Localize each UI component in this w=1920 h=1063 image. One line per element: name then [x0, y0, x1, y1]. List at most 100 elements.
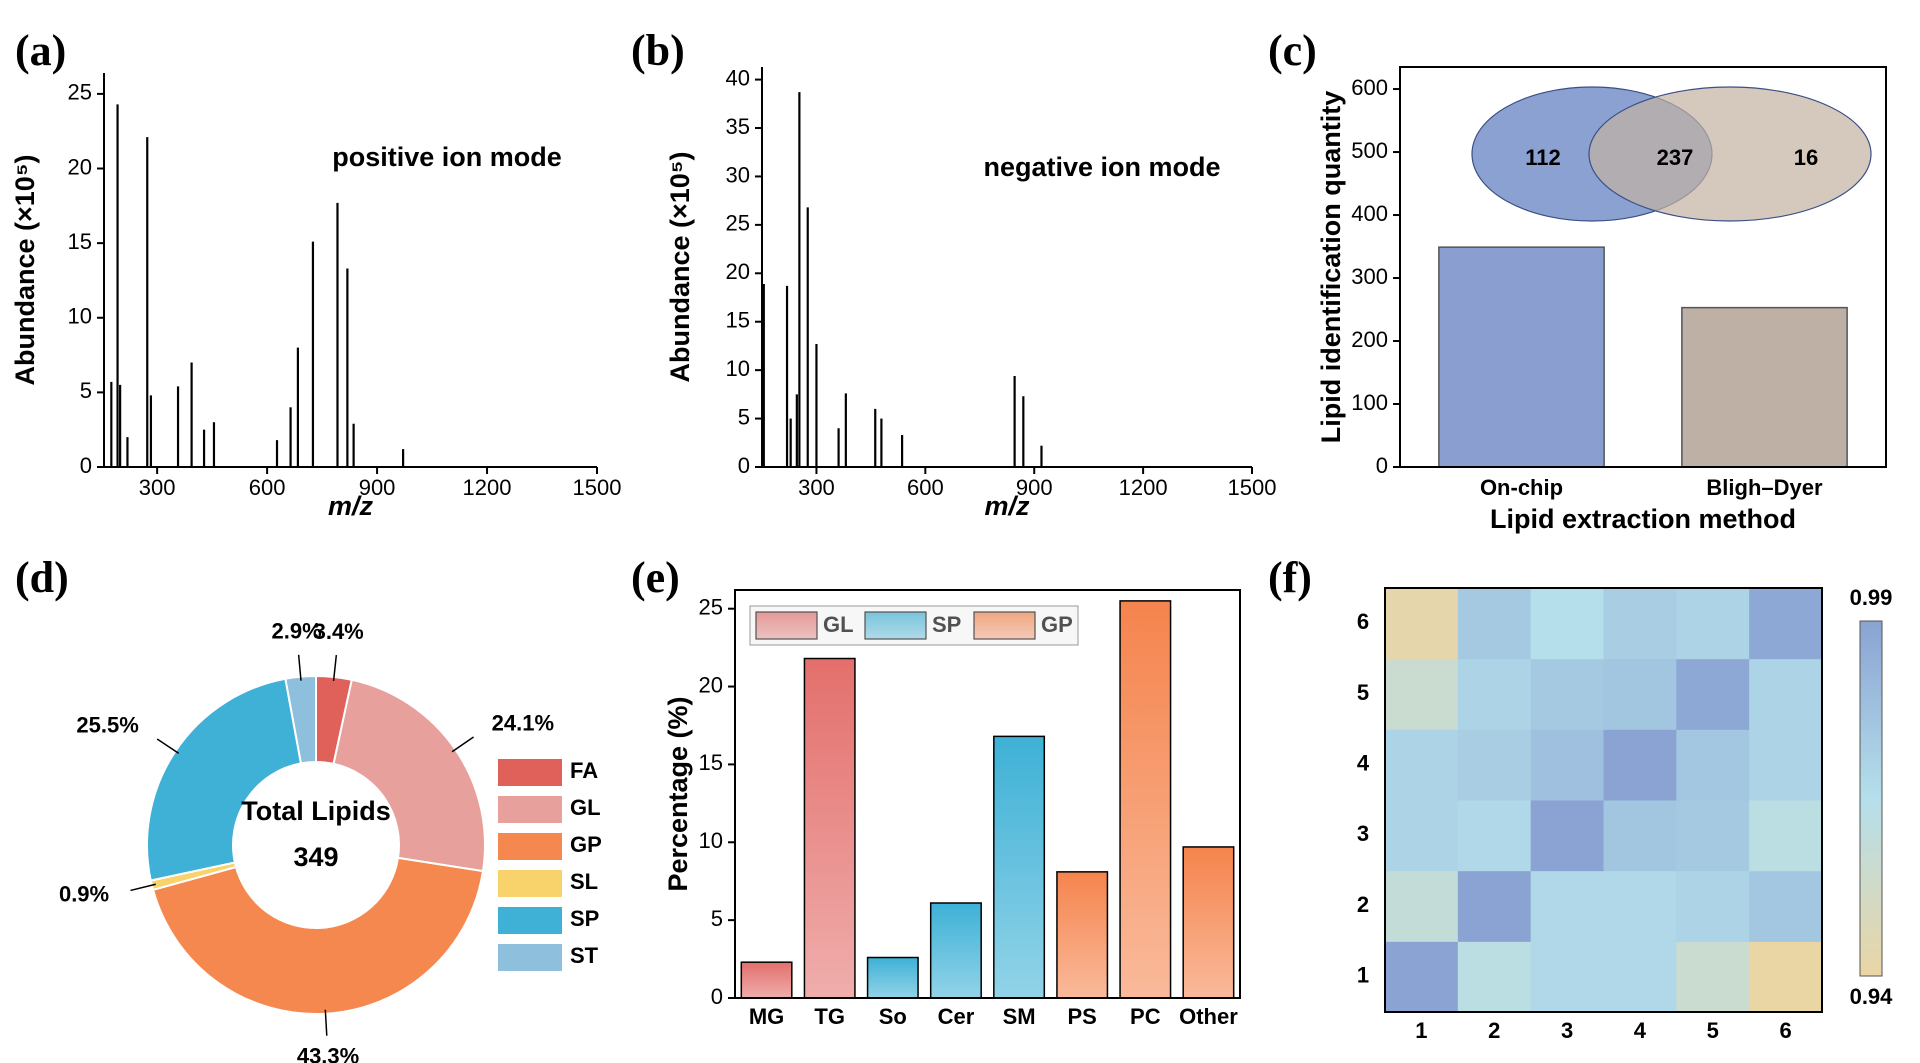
donut-slice — [332, 678, 486, 873]
heatmap-cell — [1603, 870, 1677, 942]
x-tick-label: 1200 — [463, 475, 512, 500]
y-tick-label: 0 — [80, 453, 92, 478]
center-value: 349 — [293, 842, 338, 872]
panel-label: (d) — [15, 553, 69, 602]
legend-swatch — [498, 907, 562, 934]
heatmap-cell — [1603, 588, 1677, 660]
x-tick-label: 2 — [1488, 1018, 1500, 1043]
y-tick-label: 0 — [711, 984, 723, 1009]
heatmap-cell — [1749, 941, 1823, 1013]
bar — [866, 956, 919, 999]
x-tick-label: 300 — [798, 475, 835, 500]
heatmap-cell — [1676, 588, 1750, 660]
heatmap-cell — [1676, 941, 1750, 1013]
legend-box — [749, 605, 1079, 646]
legend-label: SP — [570, 906, 599, 931]
leader-line — [332, 655, 338, 682]
heatmap-cell — [1603, 729, 1677, 801]
x-tick-label: MG — [749, 1004, 784, 1029]
y-tick-label: 35 — [726, 114, 750, 139]
x-axis-label: Lipid extraction method — [1490, 504, 1796, 534]
center-title: Total Lipids — [241, 796, 391, 826]
colorbar-label: 0.94 — [1850, 984, 1894, 1009]
leader-line — [297, 654, 302, 681]
legend-swatch — [498, 759, 562, 786]
heatmap-cell — [1457, 588, 1532, 660]
legend-label: GL — [823, 612, 854, 637]
legend-swatch — [498, 944, 562, 971]
heatmap-cell — [1530, 870, 1604, 942]
y-tick-label: 25 — [726, 211, 750, 236]
colorbar — [1859, 620, 1883, 977]
x-axis-label: m/z — [984, 491, 1030, 521]
x-tick-label: SM — [1003, 1004, 1036, 1029]
legend-swatch — [973, 611, 1036, 640]
heatmap-cell — [1676, 658, 1750, 730]
heatmap-cell — [1385, 658, 1459, 730]
y-tick-label: 5 — [711, 906, 723, 931]
heatmap-cell — [1749, 729, 1823, 801]
panel-label: (f) — [1268, 553, 1312, 602]
y-tick-label: 0 — [738, 453, 750, 478]
y-tick-label: 300 — [1351, 264, 1388, 289]
y-tick-label: 15 — [726, 308, 750, 333]
x-tick-label: 300 — [139, 475, 176, 500]
panel-label: (e) — [631, 553, 680, 602]
bar — [1119, 600, 1172, 999]
bar — [803, 657, 856, 999]
y-tick-label: 25 — [68, 80, 92, 105]
panel-label: (c) — [1268, 26, 1317, 75]
x-tick-label: 4 — [1634, 1018, 1647, 1043]
y-tick-label: 2 — [1357, 892, 1369, 917]
legend-swatch — [498, 833, 562, 860]
x-tick-label: 1200 — [1119, 475, 1168, 500]
y-tick-label: 4 — [1357, 750, 1370, 775]
x-tick-label: 1500 — [1228, 475, 1277, 500]
heatmap-cell — [1676, 729, 1750, 801]
data-label: 24.1% — [492, 710, 554, 735]
data-label: 2.9% — [272, 619, 322, 644]
legend-label: SP — [932, 612, 961, 637]
heatmap-cell — [1457, 870, 1532, 942]
legend-swatch — [755, 611, 818, 640]
annotation: negative ion mode — [983, 152, 1220, 182]
heatmap-cell — [1530, 941, 1604, 1013]
venn-count: 16 — [1794, 145, 1818, 170]
y-tick-label: 40 — [726, 65, 750, 90]
x-tick-label: 5 — [1707, 1018, 1719, 1043]
y-tick-label: 3 — [1357, 821, 1369, 846]
y-tick-label: 30 — [726, 162, 750, 187]
y-tick-label: 400 — [1351, 201, 1388, 226]
y-tick-label: 5 — [1357, 680, 1369, 705]
y-tick-label: 100 — [1351, 390, 1388, 415]
heatmap-cell — [1385, 870, 1459, 942]
donut-slice — [146, 677, 303, 882]
y-axis-label: Abundance (×10⁵) — [665, 152, 695, 383]
y-tick-label: 20 — [699, 672, 723, 697]
x-tick-label: 1500 — [573, 475, 622, 500]
data-label: 0.9% — [59, 881, 109, 906]
data-label: 25.5% — [76, 713, 138, 738]
heatmap-cell — [1749, 588, 1823, 660]
bar — [1681, 306, 1848, 468]
x-tick-label: 900 — [1016, 475, 1053, 500]
heatmap-cell — [1457, 941, 1532, 1013]
heatmap-frame — [1384, 587, 1823, 1013]
venn-count: 237 — [1657, 145, 1694, 170]
y-tick-label: 25 — [699, 594, 723, 619]
legend-swatch — [498, 870, 562, 897]
y-tick-label: 10 — [68, 304, 92, 329]
data-label: 43.3% — [297, 1043, 359, 1063]
heatmap-cell — [1457, 729, 1532, 801]
venn-count: 112 — [1525, 145, 1561, 170]
heatmap-cell — [1530, 800, 1604, 872]
heatmap-cell — [1385, 729, 1459, 801]
heatmap-cell — [1385, 588, 1459, 660]
x-tick-label: 600 — [907, 475, 944, 500]
heatmap-cell — [1749, 658, 1823, 730]
plot-frame — [1399, 66, 1887, 468]
y-tick-label: 20 — [726, 259, 750, 284]
y-tick-label: 500 — [1351, 138, 1388, 163]
bar — [740, 961, 793, 999]
y-tick-label: 20 — [68, 154, 92, 179]
